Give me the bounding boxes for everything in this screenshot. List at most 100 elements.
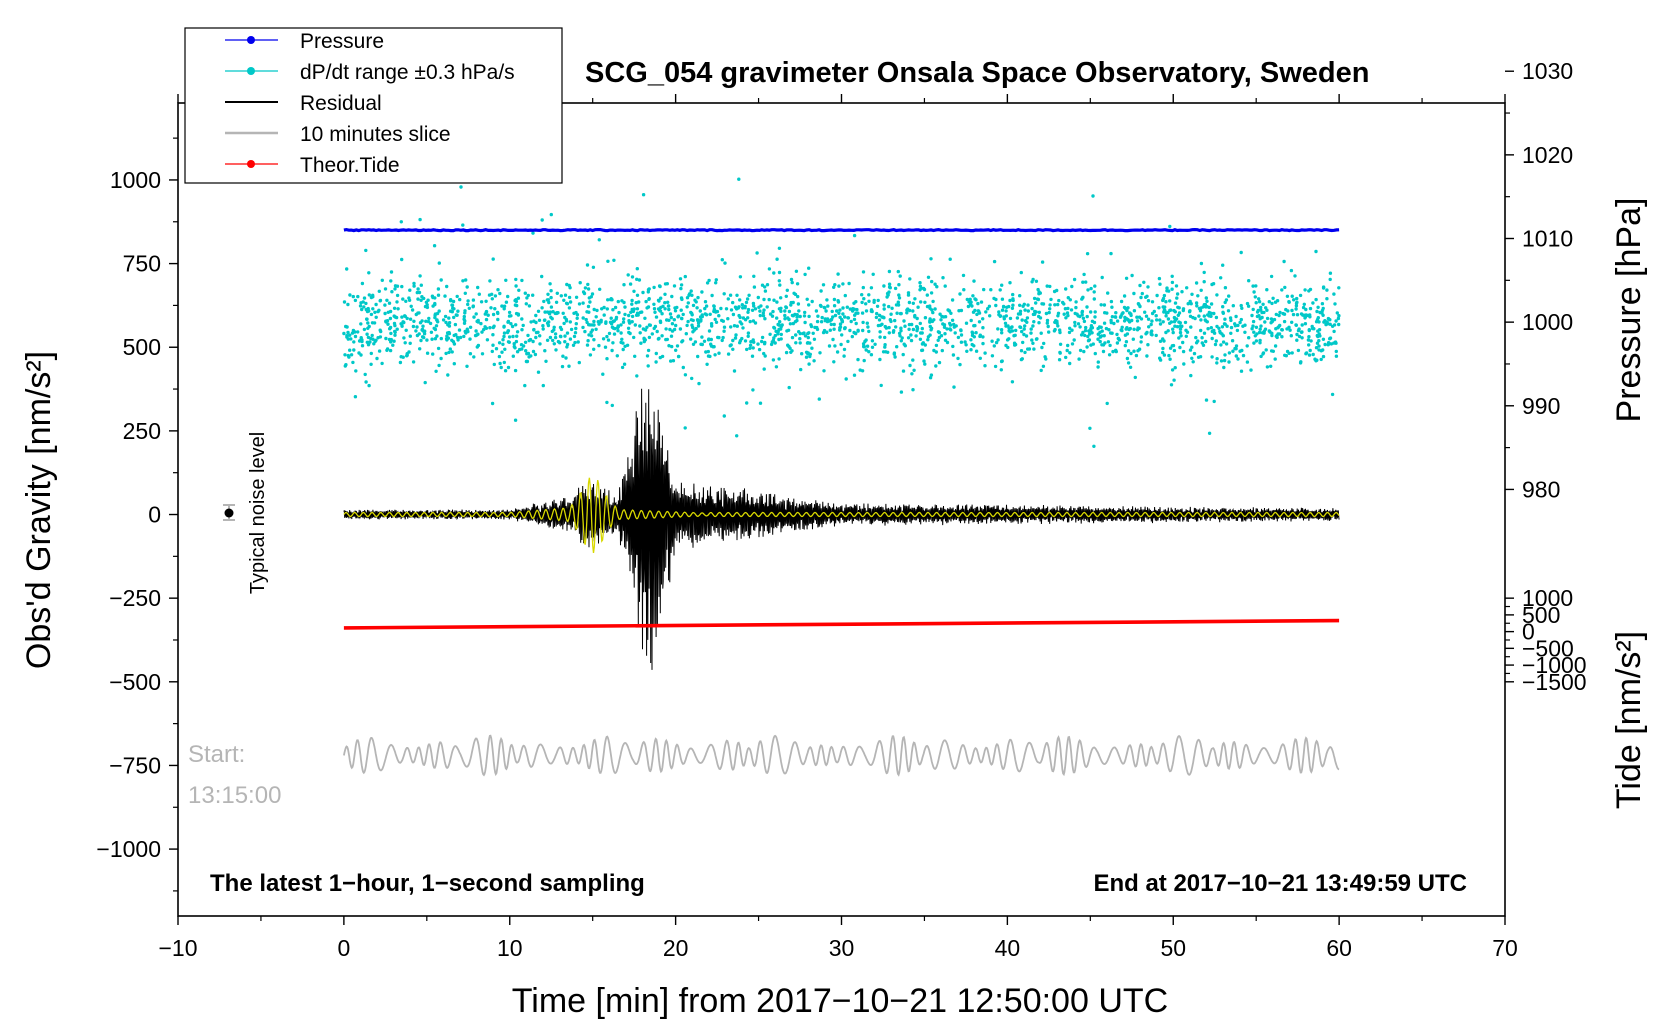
- dpdt-point: [389, 331, 393, 336]
- dpdt-point: [1144, 314, 1149, 318]
- dpdt-point: [1104, 326, 1109, 331]
- dpdt-point: [543, 310, 547, 314]
- dpdt-point: [1124, 340, 1129, 344]
- dpdt-point: [1135, 315, 1139, 319]
- dpdt-point: [380, 278, 384, 282]
- dpdt-point: [1321, 348, 1325, 352]
- dpdt-point: [772, 298, 776, 302]
- dpdt-point: [533, 352, 538, 357]
- dpdt-point: [514, 323, 518, 327]
- dpdt-point: [647, 297, 651, 301]
- dpdt-point: [1332, 292, 1336, 296]
- dpdt-point: [487, 293, 492, 297]
- dpdt-point: [555, 291, 559, 295]
- dpdt-point: [635, 277, 639, 281]
- dpdt-point: [847, 281, 851, 286]
- dpdt-point: [696, 295, 700, 300]
- dpdt-point: [652, 302, 656, 306]
- dpdt-point: [468, 325, 473, 329]
- dpdt-point: [558, 325, 563, 330]
- dpdt-point: [419, 298, 423, 302]
- dpdt-point: [633, 323, 637, 327]
- dpdt-point: [1295, 332, 1299, 337]
- dpdt-point: [1158, 358, 1163, 362]
- dpdt-point: [911, 309, 915, 313]
- dpdt-point: [501, 342, 505, 346]
- dpdt-point: [894, 325, 898, 329]
- dpdt-point: [369, 312, 374, 317]
- dpdt-point: [1254, 339, 1259, 343]
- dpdt-point: [1008, 298, 1012, 303]
- dpdt-point: [726, 352, 731, 356]
- dpdt-point: [1247, 336, 1251, 340]
- dpdt-point: [408, 317, 413, 321]
- dpdt-point: [691, 330, 695, 334]
- dpdt-point: [646, 305, 651, 309]
- dpdt-point: [647, 323, 652, 327]
- dpdt-point: [828, 328, 832, 332]
- dpdt-point: [531, 339, 535, 344]
- dpdt-point: [385, 298, 389, 302]
- dpdt-point: [860, 293, 864, 297]
- dpdt-point: [425, 305, 430, 310]
- svg-text:Theor.Tide: Theor.Tide: [300, 154, 400, 177]
- dpdt-point: [601, 372, 605, 376]
- dpdt-point: [1080, 313, 1084, 317]
- dpdt-point: [348, 348, 352, 352]
- dpdt-point: [743, 306, 747, 310]
- dpdt-point: [756, 295, 760, 300]
- dpdt-point: [1063, 307, 1068, 311]
- dpdt-point: [479, 321, 483, 326]
- dpdt-point: [346, 302, 350, 307]
- dpdt-point: [1272, 317, 1277, 322]
- dpdt-point: [628, 282, 633, 286]
- dpdt-point: [352, 340, 356, 344]
- dpdt-point: [674, 348, 678, 352]
- dpdt-point: [861, 342, 866, 346]
- dpdt-point: [787, 385, 791, 390]
- dpdt-point: [1115, 341, 1120, 345]
- dpdt-point: [392, 339, 396, 343]
- dpdt-point: [1007, 304, 1011, 309]
- dpdt-point: [1199, 328, 1203, 333]
- dpdt-point: [1282, 319, 1287, 324]
- dpdt-point: [588, 323, 592, 327]
- dpdt-point: [1162, 310, 1166, 314]
- dpdt-point: [388, 348, 393, 353]
- dpdt-point: [353, 334, 358, 339]
- dpdt-point: [507, 335, 512, 339]
- dpdt-point: [362, 305, 366, 309]
- dpdt-point: [899, 329, 903, 333]
- dpdt-point: [432, 244, 437, 248]
- dpdt-point: [1030, 338, 1034, 342]
- dpdt-point: [854, 321, 858, 326]
- dpdt-point: [1020, 329, 1024, 334]
- dpdt-point: [795, 313, 799, 317]
- dpdt-point: [1175, 296, 1179, 300]
- dpdt-point: [738, 298, 742, 302]
- dpdt-point: [1058, 328, 1062, 332]
- dpdt-point: [1226, 309, 1231, 313]
- dpdt-point: [404, 299, 408, 303]
- dpdt-point: [489, 306, 493, 310]
- dpdt-point: [666, 300, 670, 304]
- dpdt-point: [480, 352, 485, 356]
- y-tick-label: −1000: [96, 836, 161, 862]
- dpdt-point: [780, 323, 784, 327]
- dpdt-point: [685, 323, 689, 328]
- dpdt-point: [1186, 302, 1190, 306]
- pressure-axis-label: Pressure [hPa]: [1610, 198, 1648, 423]
- dpdt-point: [502, 360, 506, 365]
- dpdt-point: [1181, 307, 1186, 311]
- dpdt-point: [463, 291, 467, 295]
- dpdt-point: [928, 319, 932, 323]
- dpdt-point: [554, 348, 558, 352]
- dpdt-point: [1092, 444, 1096, 448]
- dpdt-point: [1013, 343, 1017, 347]
- dpdt-point: [887, 282, 892, 286]
- dpdt-point: [852, 233, 857, 238]
- dpdt-point: [615, 354, 619, 358]
- tide-series: [343, 618, 1340, 630]
- dpdt-point: [721, 335, 725, 340]
- dpdt-point: [1231, 304, 1236, 308]
